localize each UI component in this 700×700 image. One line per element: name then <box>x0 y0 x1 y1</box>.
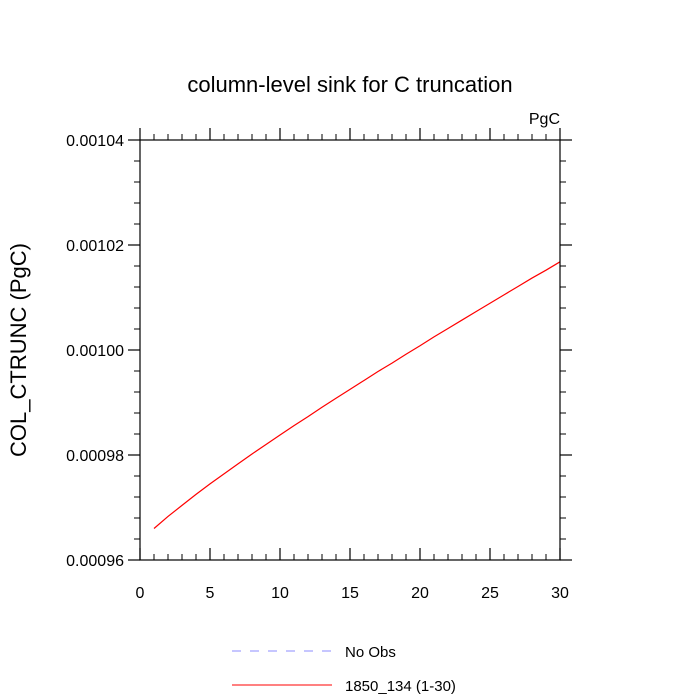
x-tick-label: 5 <box>206 585 215 602</box>
x-tick-label: 10 <box>271 585 289 602</box>
tick-labels: 0 5 10 15 20 25 30 0.00096 0.00098 0.00100 0.00102… <box>66 133 569 602</box>
y-tick-label: 0.00104 <box>66 133 124 150</box>
x-tick-label: 20 <box>411 585 429 602</box>
y-axis-label: COL_CTRUNC (PgC) <box>6 243 31 457</box>
legend: No Obs 1850_134 (1-30) <box>232 644 456 695</box>
y-tick-label: 0.00096 <box>66 553 124 570</box>
y-tick-label: 0.00100 <box>66 343 124 360</box>
x-tick-label: 30 <box>551 585 569 602</box>
y-tick-label: 0.00098 <box>66 448 124 465</box>
series-line-1 <box>153 261 561 529</box>
x-tick-label: 15 <box>341 585 359 602</box>
y-tick-label: 0.00102 <box>66 238 124 255</box>
x-tick-label: 0 <box>136 585 145 602</box>
legend-label-no-obs: No Obs <box>345 644 396 661</box>
chart-title: column-level sink for C truncation <box>187 72 512 97</box>
units-label: PgC <box>529 111 560 128</box>
plot-frame <box>139 139 561 561</box>
series-lines <box>153 261 561 529</box>
legend-label-1850-134: 1850_134 (1-30) <box>345 678 456 695</box>
x-tick-label: 25 <box>481 585 499 602</box>
